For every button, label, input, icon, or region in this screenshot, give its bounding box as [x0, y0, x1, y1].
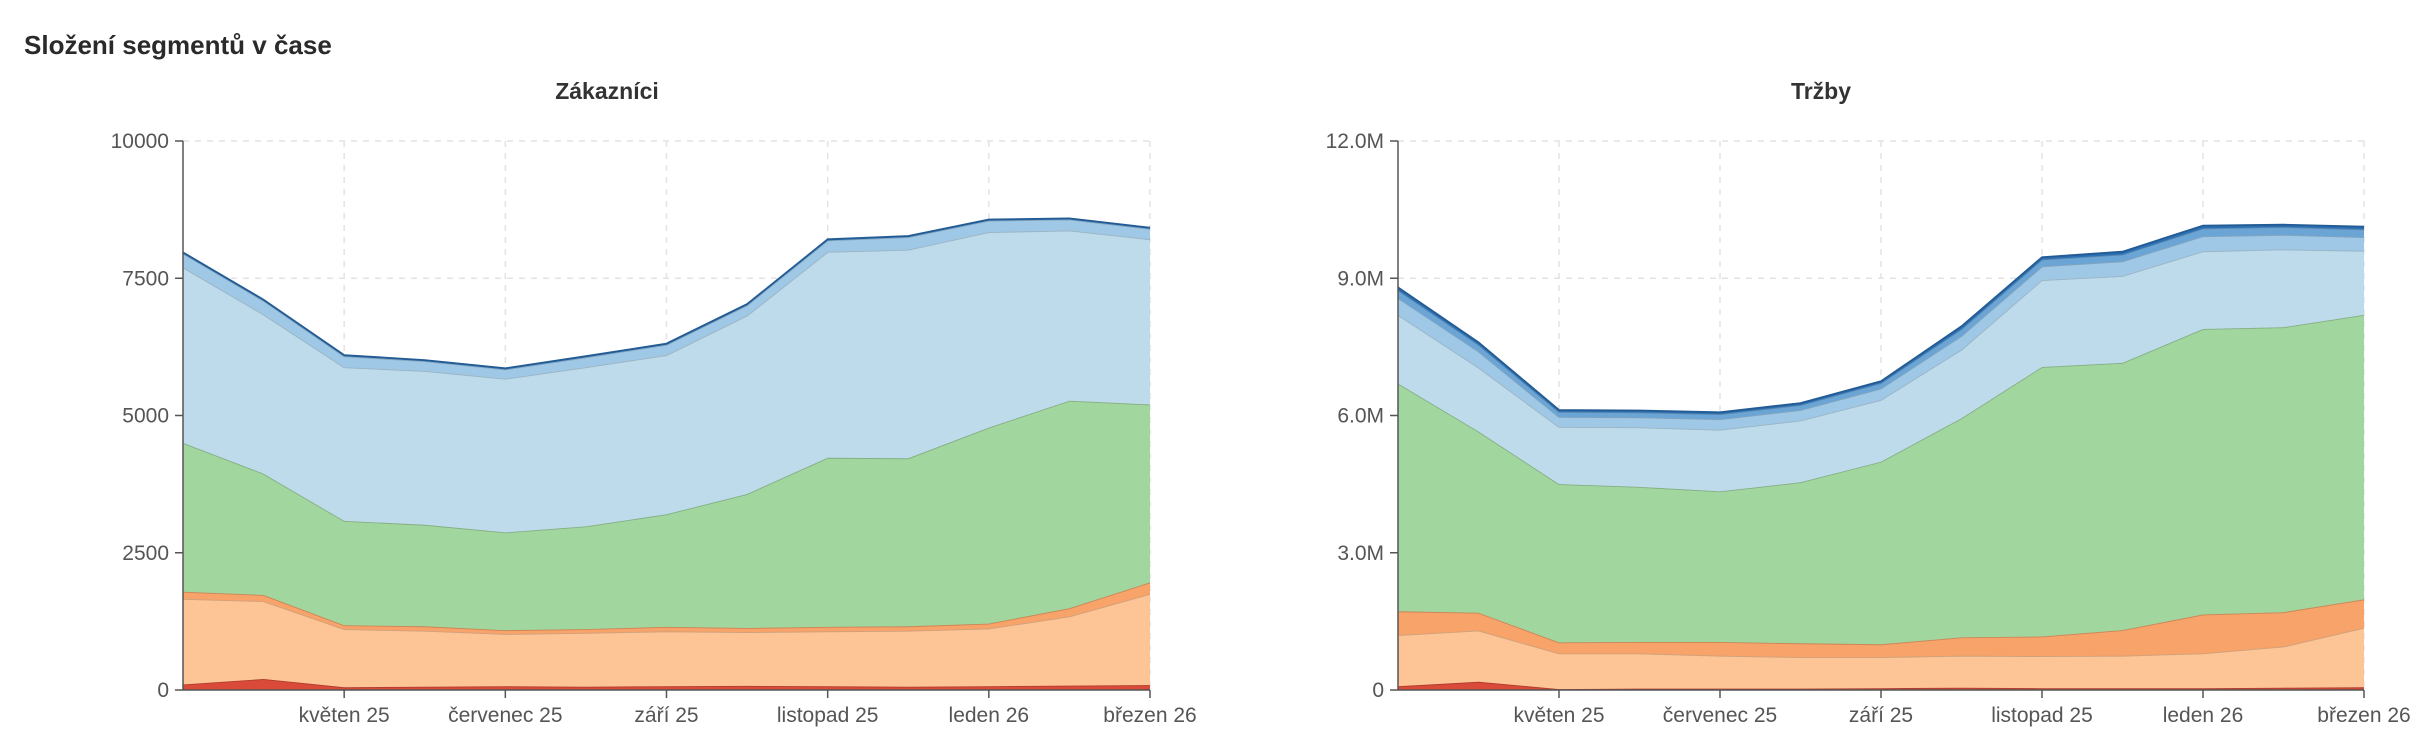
area-edge-segment-7	[182, 217, 1151, 370]
x-tick-label: září 25	[1849, 704, 1913, 727]
area-segment-2	[183, 593, 1150, 688]
area-segment-6	[1398, 234, 2364, 430]
x-tick-label: červenec 25	[1663, 704, 1777, 727]
area-segment-5	[1398, 249, 2364, 492]
x-tick-label: listopad 25	[1991, 704, 2093, 727]
area-segment-2	[1398, 627, 2364, 690]
x-tick-label: listopad 25	[777, 704, 879, 727]
y-tick-label: 0	[157, 679, 169, 702]
y-tick-label: 9.0M	[1337, 267, 1384, 290]
y-tick-label: 0	[1372, 679, 1384, 702]
y-tick-label: 3.0M	[1337, 542, 1384, 565]
x-tick-label: březen 26	[1103, 704, 1196, 727]
area-segment-4	[183, 400, 1150, 631]
x-tick-label: červenec 25	[448, 704, 562, 727]
y-tick-label: 10000	[111, 130, 169, 153]
area-segment-6	[183, 219, 1150, 379]
x-tick-label: březen 26	[2317, 704, 2410, 727]
area-edge-segment-8	[1397, 223, 2365, 414]
y-tick-label: 5000	[122, 405, 169, 428]
x-tick-label: květen 25	[1513, 704, 1604, 727]
x-tick-label: září 25	[634, 704, 698, 727]
chart-title: Zákazníci	[555, 78, 659, 104]
x-tick-label: květen 25	[299, 704, 390, 727]
y-tick-label: 6.0M	[1337, 405, 1384, 428]
x-tick-label: leden 26	[949, 704, 1030, 727]
y-tick-label: 7500	[122, 267, 169, 290]
chart-customers: Zákazníci 0 2500 5000 7500 10000 květen 25 červ…	[111, 78, 1197, 727]
x-tick-label: leden 26	[2163, 704, 2244, 727]
y-tick-label: 2500	[122, 542, 169, 565]
y-tick-label: 12.0M	[1326, 130, 1384, 153]
chart-revenue: Tržby 0 3.0M 6.0M 9.0M 12.0M květen 25 červenec…	[1326, 78, 2411, 727]
chart-title: Tržby	[1791, 78, 1851, 104]
page-title: Složení segmentů v čase	[24, 30, 332, 60]
area-segment-4	[1398, 314, 2364, 645]
area-segment-5	[183, 230, 1150, 533]
